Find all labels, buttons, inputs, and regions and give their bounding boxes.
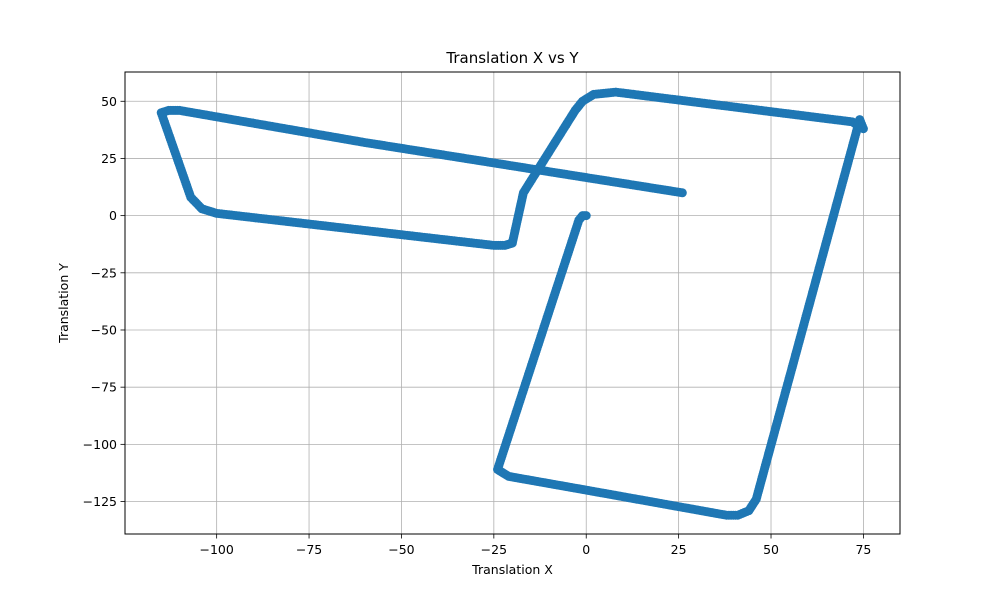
x-tick-label: −50: [388, 542, 414, 557]
y-tick-label: −100: [83, 437, 117, 452]
x-tick-label: −25: [481, 542, 507, 557]
data-point: [677, 188, 687, 198]
y-tick-label: 50: [101, 94, 117, 109]
y-tick-label: −75: [91, 380, 117, 395]
y-tick-label: −25: [91, 265, 117, 280]
x-tick-label: −100: [199, 542, 233, 557]
x-tick-label: 25: [671, 542, 687, 557]
y-tick-label: −50: [91, 322, 117, 337]
scatter-points: [156, 87, 868, 520]
y-tick-label: −125: [83, 494, 117, 509]
y-tick-label: 25: [101, 151, 117, 166]
y-axis-ticks: 50 25 0 −25 −50 −75 −100 −125: [83, 94, 125, 509]
chart-title: Translation X vs Y: [445, 49, 579, 67]
plot-background: [125, 72, 900, 534]
x-tick-label: 50: [763, 542, 779, 557]
x-axis-ticks: −100 −75 −50 −25 0 25 50 75: [199, 534, 871, 557]
x-tick-label: 75: [855, 542, 871, 557]
y-axis-title: Translation Y: [56, 263, 71, 344]
x-tick-label: −75: [296, 542, 322, 557]
x-axis-title: Translation X: [471, 562, 553, 577]
x-tick-label: 0: [582, 542, 590, 557]
y-tick-label: 0: [109, 208, 117, 223]
plot-frame: [124, 71, 901, 535]
